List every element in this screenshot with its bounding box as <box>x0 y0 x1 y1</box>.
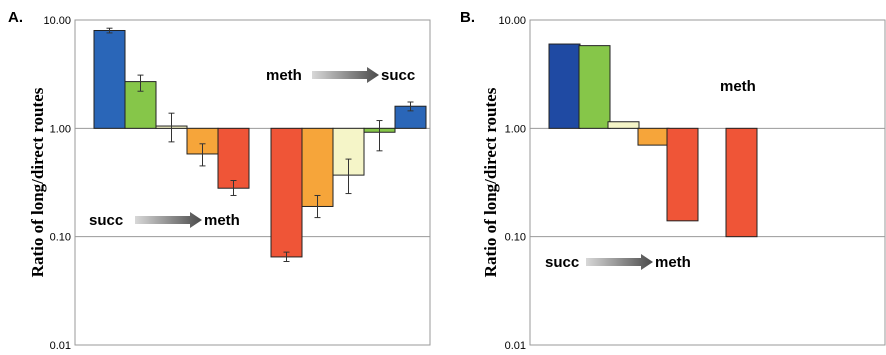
plot-frame <box>529 19 886 346</box>
bar <box>217 127 250 189</box>
annotation-source: succ <box>89 212 123 229</box>
annotation-target: meth <box>204 212 240 229</box>
plot-frame <box>74 19 431 346</box>
annotation-arrow <box>312 67 379 83</box>
bar <box>578 45 611 129</box>
y-tick-label: 0.10 <box>50 232 71 244</box>
chart-panel-a: A. Ratio of long/direct routes 0.01 0.10 1.0… <box>8 9 431 352</box>
annotation-source: succ <box>545 254 579 271</box>
y-axis-title: Ratio of long/direct routes <box>481 87 500 277</box>
chart-panel-b: B. Ratio of long/direct routes 0.01 0.10 1.0… <box>460 9 886 352</box>
bar <box>607 121 640 129</box>
y-tick-label: 10.00 <box>498 15 526 27</box>
bar <box>93 29 126 129</box>
annotation-arrow <box>135 212 202 228</box>
annotation-target: meth <box>655 254 691 271</box>
y-tick-label: 1.00 <box>50 123 71 135</box>
annotation-target: succ <box>381 67 415 84</box>
annotation-source: meth <box>266 67 302 84</box>
y-tick-label: 1.00 <box>505 123 526 135</box>
bar <box>270 127 303 258</box>
panel-label: B. <box>460 9 475 26</box>
y-tick-label: 0.01 <box>505 340 526 350</box>
annotation-top: meth <box>720 78 756 95</box>
bar <box>637 127 670 146</box>
bar <box>666 127 699 222</box>
panel-label: A. <box>8 9 23 26</box>
y-axis-title: Ratio of long/direct routes <box>28 87 47 277</box>
bar <box>301 127 334 207</box>
bar <box>548 43 581 129</box>
y-tick-label: 0.10 <box>505 232 526 244</box>
bar <box>725 127 758 238</box>
y-tick-label: 0.01 <box>50 340 71 350</box>
y-tick-label: 10.00 <box>43 15 71 27</box>
annotation-arrow <box>586 254 653 270</box>
